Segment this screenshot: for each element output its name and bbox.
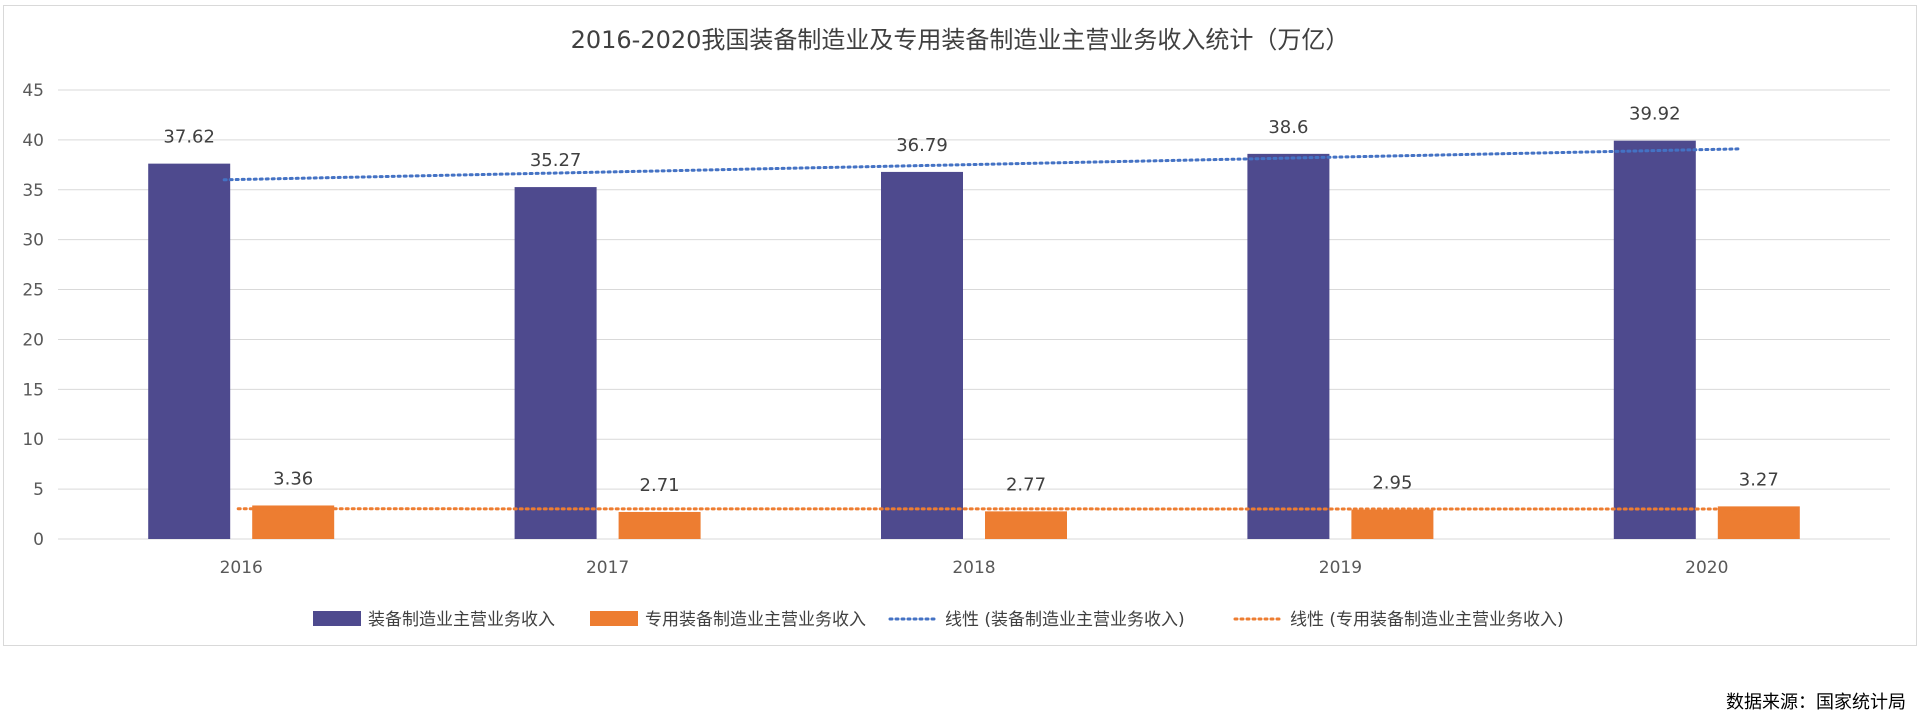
bar-equipment <box>148 163 231 540</box>
y-tick-label: 15 <box>22 380 44 400</box>
x-tick-label: 2020 <box>1685 558 1728 578</box>
x-tick-label: 2019 <box>1319 558 1362 578</box>
bar-equipment <box>881 171 963 540</box>
data-label: 2.77 <box>1006 474 1046 495</box>
data-label: 2.95 <box>1372 473 1412 494</box>
legend-label: 专用装备制造业主营业务收入 <box>645 610 866 630</box>
y-tick-label: 35 <box>22 181 44 201</box>
x-tick-label: 2018 <box>952 558 995 578</box>
chart-title: 2016-2020我国装备制造业及专用装备制造业主营业务收入统计（万亿） <box>571 26 1350 54</box>
data-label: 3.27 <box>1739 469 1779 490</box>
data-label: 37.62 <box>163 127 215 148</box>
bar-equipment <box>1613 140 1696 539</box>
y-tick-label: 30 <box>22 231 44 251</box>
y-tick-label: 25 <box>22 281 44 301</box>
legend-label: 线性 (专用装备制造业主营业务收入) <box>1290 610 1564 630</box>
y-tick-label: 0 <box>33 530 44 550</box>
bar-equipment <box>514 187 597 539</box>
bar-special-equipment <box>252 505 335 539</box>
x-tick-label: 2016 <box>220 558 263 578</box>
bar-special-equipment <box>618 511 701 539</box>
bar-equipment <box>1247 153 1330 539</box>
data-label: 2.71 <box>640 475 680 496</box>
legend-swatch <box>590 611 638 626</box>
data-label: 35.27 <box>530 150 582 171</box>
data-label: 3.36 <box>273 468 313 489</box>
bar-special-equipment <box>985 511 1067 539</box>
legend-swatch <box>313 611 361 626</box>
source-note: 数据来源：国家统计局 <box>1726 692 1906 713</box>
x-tick-label: 2017 <box>586 558 629 578</box>
data-label: 36.79 <box>896 135 948 156</box>
y-tick-label: 40 <box>22 131 44 151</box>
bar-special-equipment <box>1717 506 1800 539</box>
data-label: 39.92 <box>1629 104 1681 125</box>
bar-special-equipment <box>1351 509 1434 539</box>
y-tick-label: 5 <box>33 480 44 500</box>
trendline-equipment <box>222 147 1742 182</box>
y-tick-label: 20 <box>22 330 44 350</box>
y-tick-label: 45 <box>22 81 44 101</box>
legend-label: 线性 (装备制造业主营业务收入) <box>945 610 1185 630</box>
y-tick-label: 10 <box>22 430 44 450</box>
data-label: 38.6 <box>1268 117 1308 138</box>
legend-label: 装备制造业主营业务收入 <box>368 610 555 630</box>
